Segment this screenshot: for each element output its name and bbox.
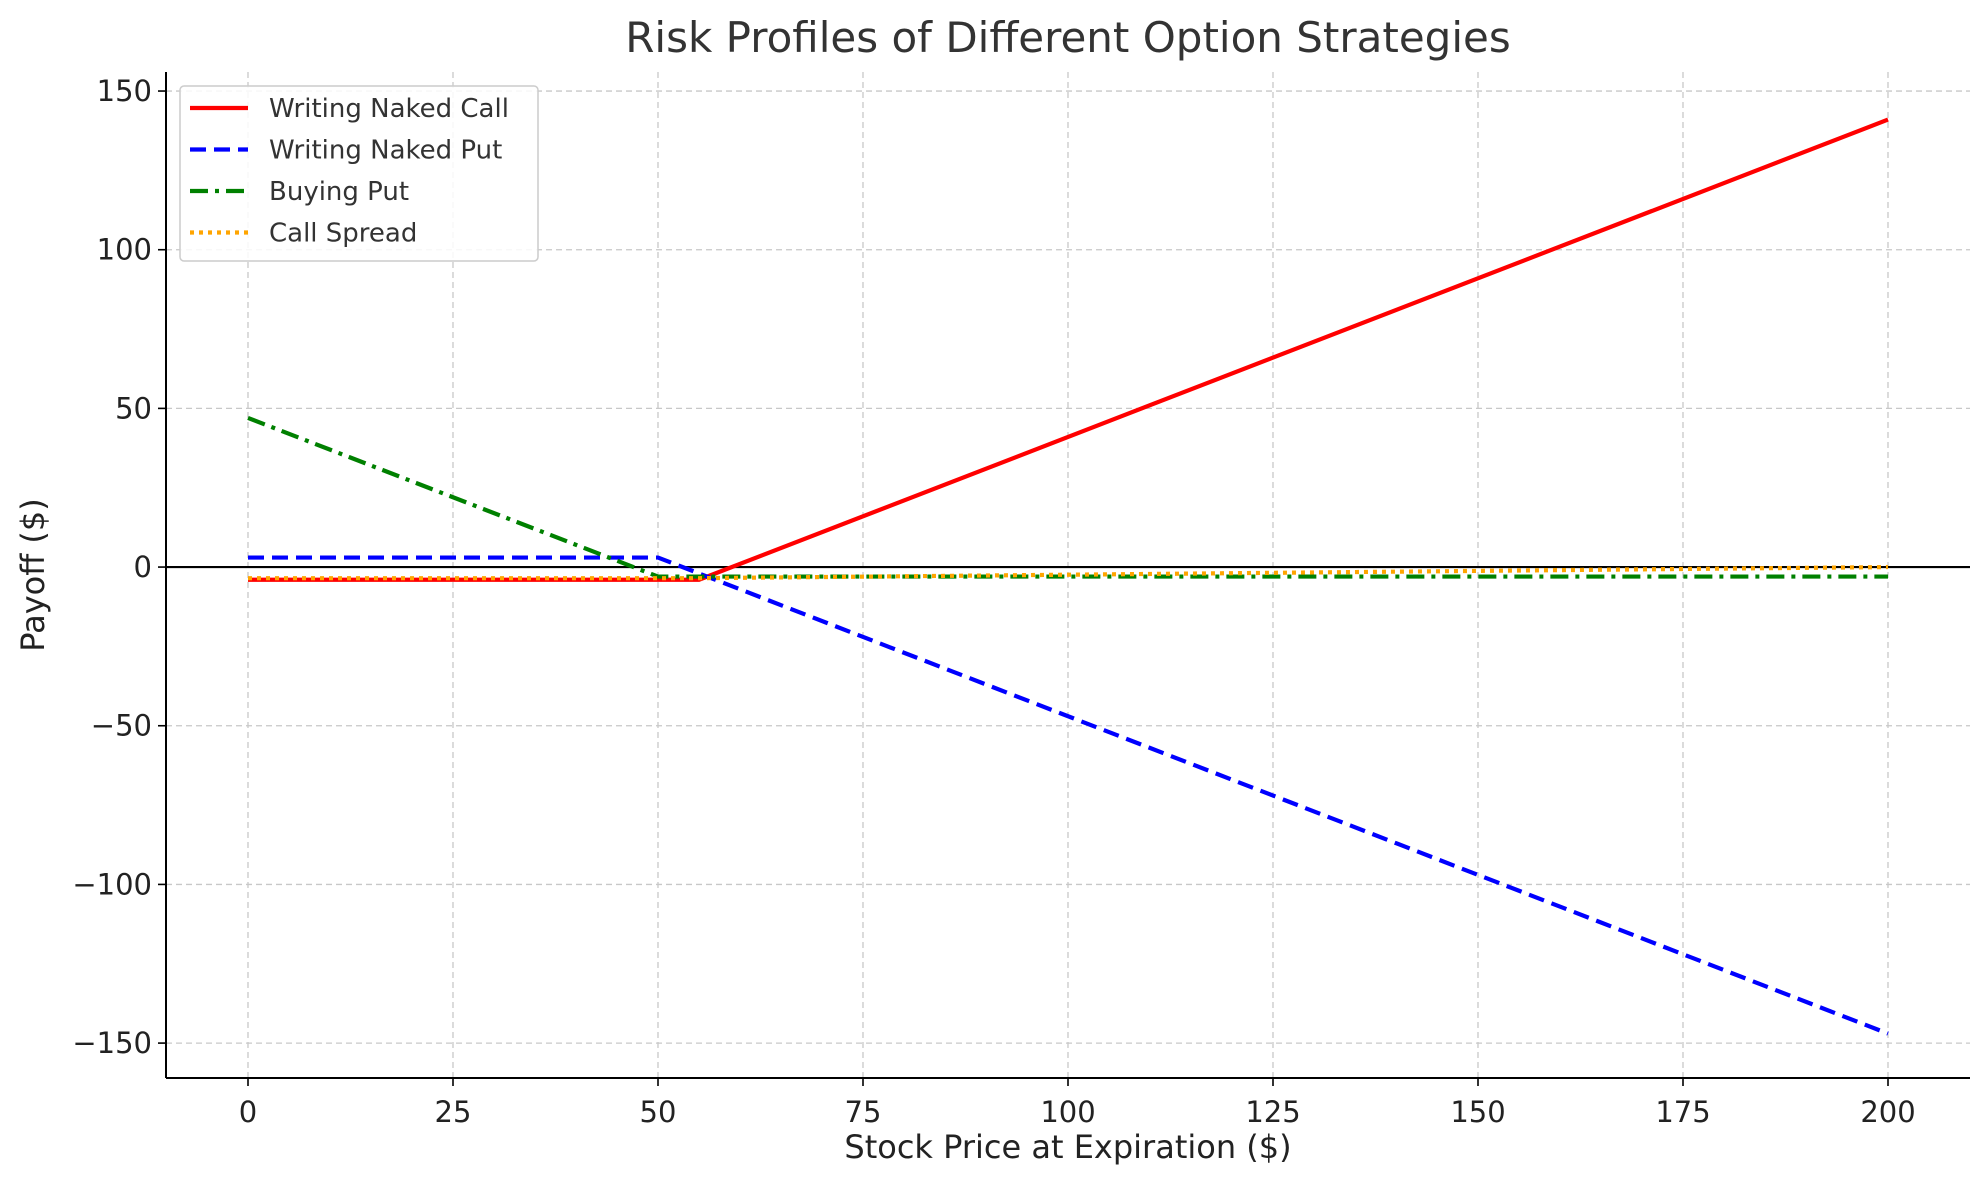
y-tick-label: 0 [134,550,152,584]
x-tick-label: 125 [1245,1095,1300,1129]
legend-box [179,85,539,262]
y-tick-label: −150 [72,1026,152,1060]
x-ticks: 0 25 50 75 100 125 150 175 200 [239,1078,1916,1129]
y-tick-label: 50 [115,391,152,425]
x-tick-label: 25 [435,1095,472,1129]
x-tick-label: 175 [1655,1095,1710,1129]
legend-entry-label: Writing Naked Call [269,94,509,124]
x-axis-label: Stock Price at Expiration ($) [844,1128,1291,1166]
y-tick-label: −50 [91,709,152,743]
y-ticks: 150 100 50 0 −50 −100 −150 [72,74,166,1060]
series-lines [247,117,1889,1036]
chart-title: Risk Profiles of Different Option Strate… [625,13,1511,62]
legend-entry-label: Call Spread [269,219,417,249]
x-tick-label: 200 [1860,1095,1915,1129]
x-tick-label: 0 [239,1095,257,1129]
y-tick-label: −100 [72,867,152,901]
series-line-writing-naked-put [248,555,1889,1036]
x-tick-label: 100 [1040,1095,1095,1129]
legend-entry-label: Writing Naked Put [269,136,502,166]
x-tick-label: 150 [1450,1095,1505,1129]
legend: Writing Naked Call Writing Naked Put Buyin… [179,85,539,262]
x-tick-label: 50 [640,1095,677,1129]
series-line-buying-put [247,415,1888,579]
series-line-call-spread [248,564,1889,581]
legend-entry-label: Buying Put [269,177,409,207]
x-tick-label: 75 [845,1095,882,1129]
y-tick-label: 150 [97,74,152,108]
y-tick-label: 100 [97,233,152,267]
y-axis-label: Payoff ($) [14,498,52,652]
